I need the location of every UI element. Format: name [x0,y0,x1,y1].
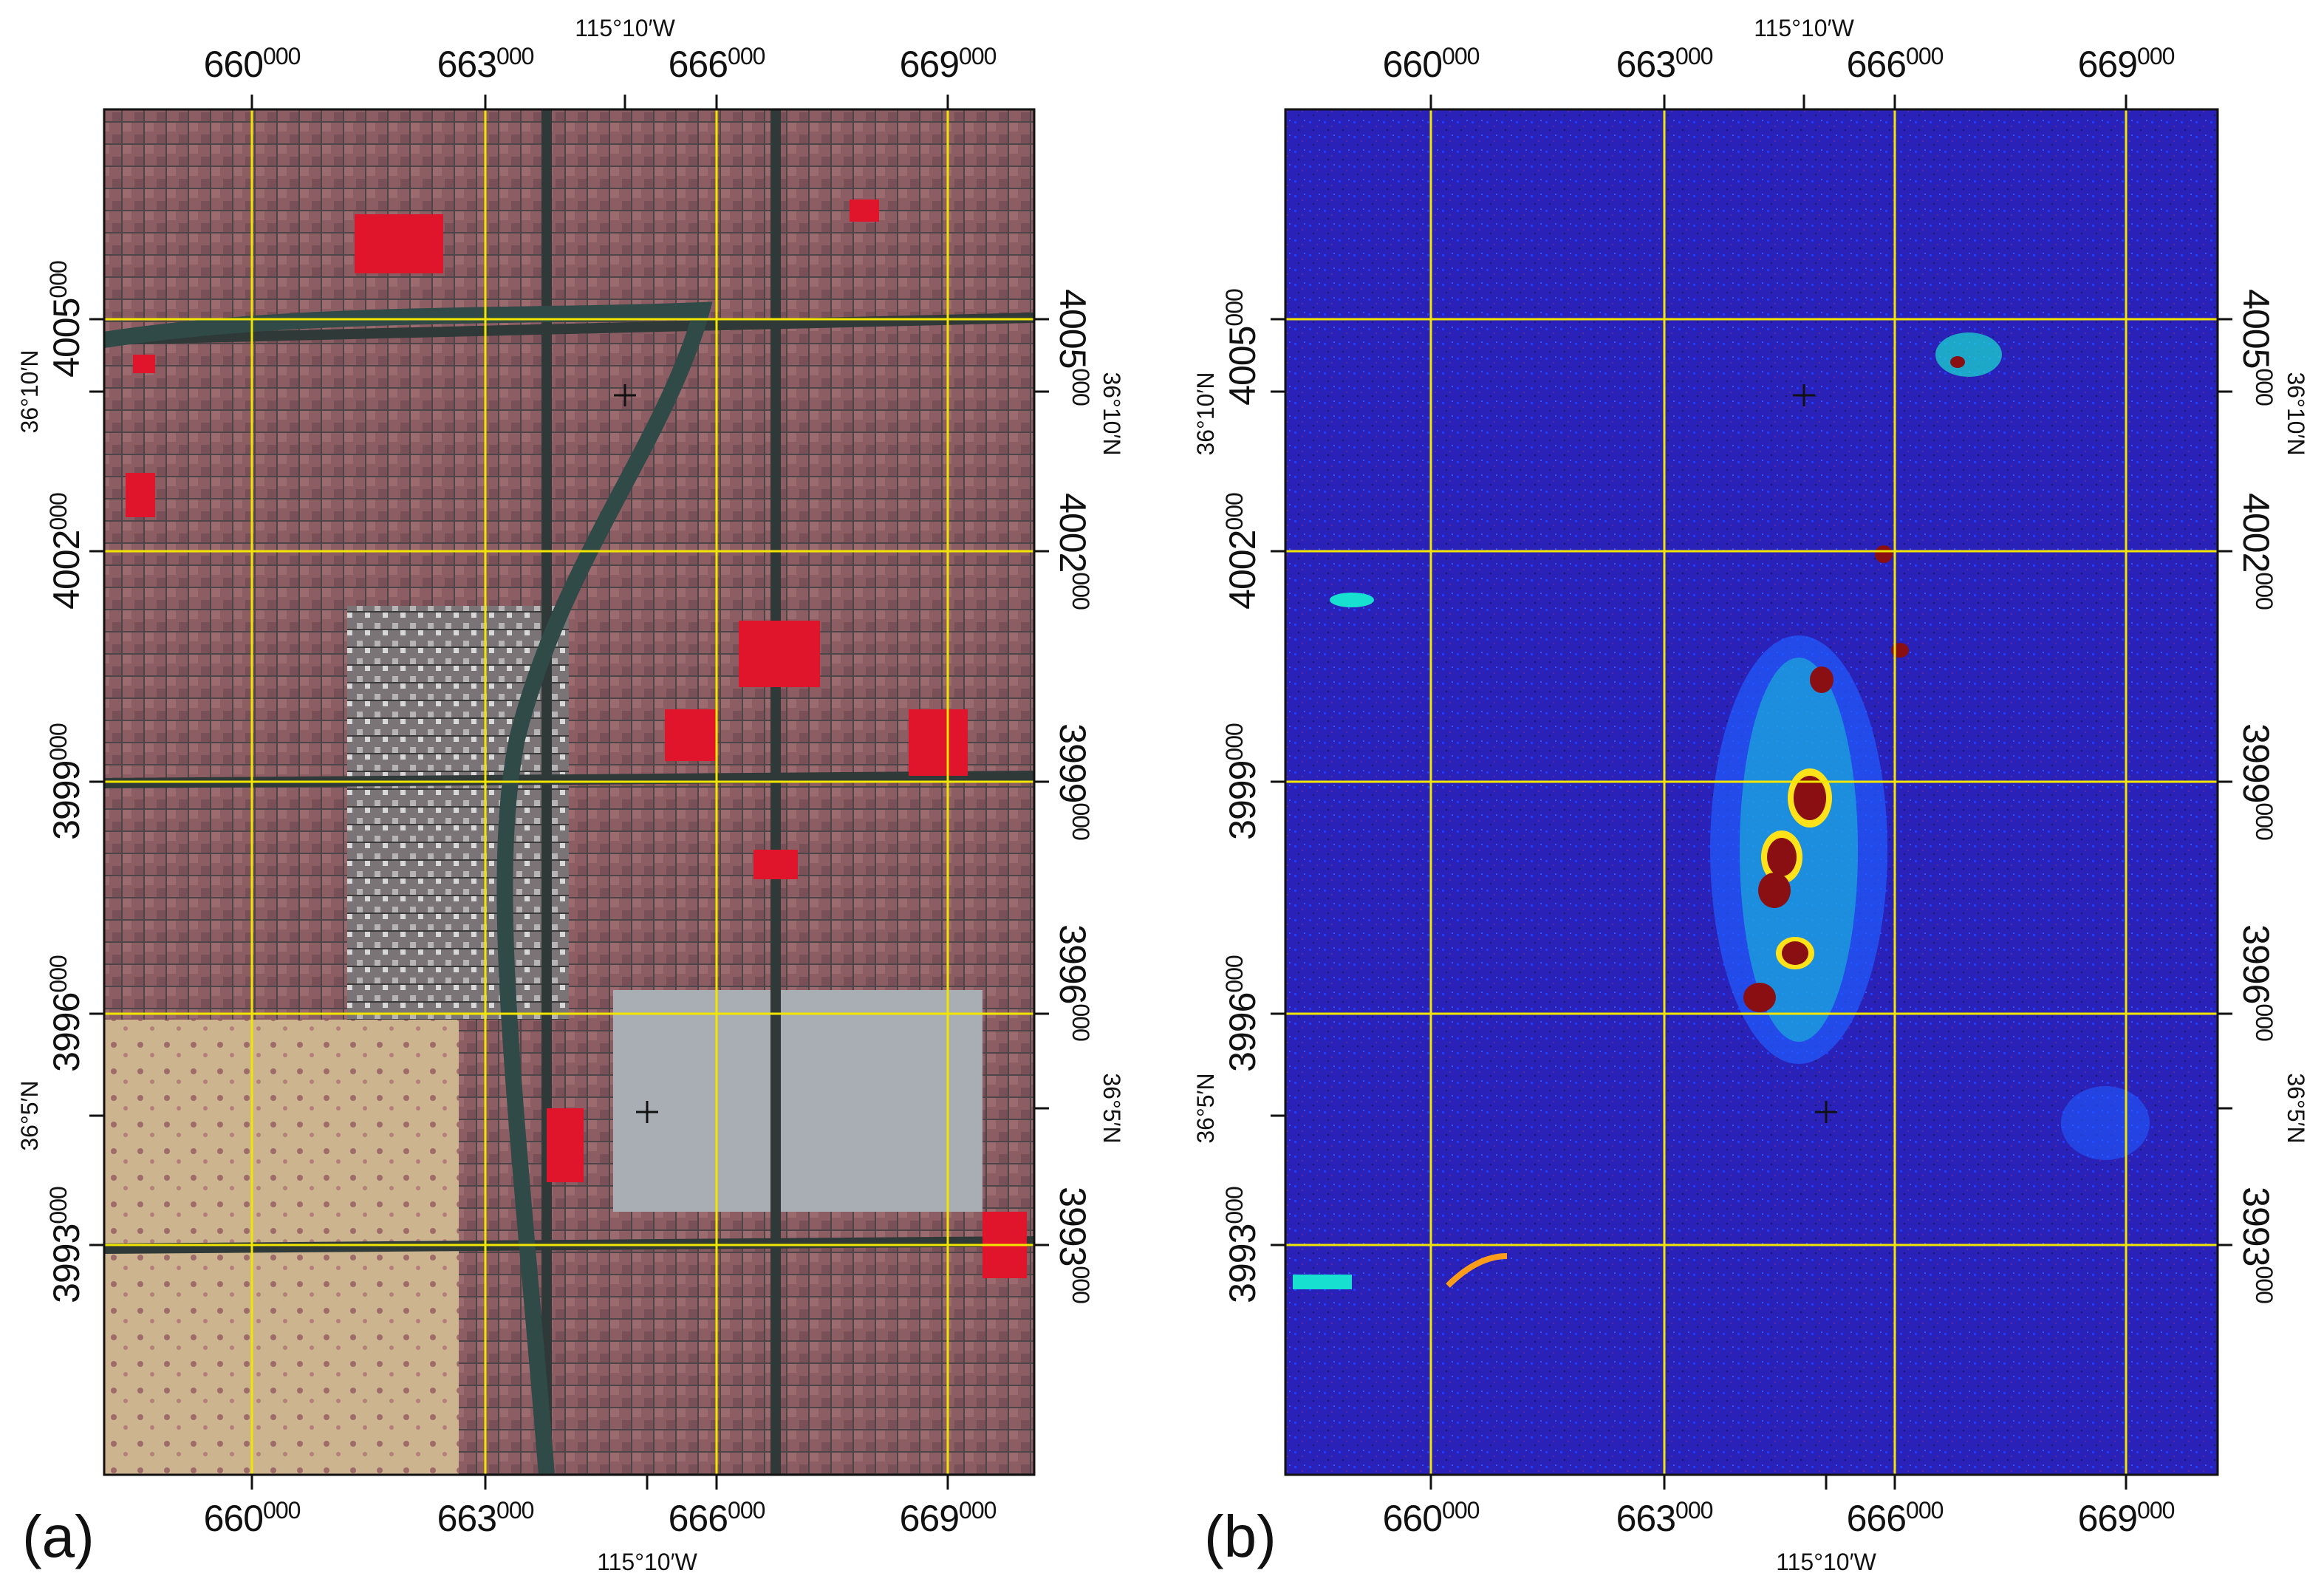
panel-b-right-northing-5: 3993000 [2235,1187,2277,1303]
panel-b-left-northing-3: 3999000 [1221,723,1263,840]
panel-a-svg [89,95,1049,1490]
panel-a-right-latitude-2: 36°5′N [1098,1073,1125,1144]
panel-a-right-northing-1: 4005000 [1052,289,1094,406]
highway [103,301,713,1476]
panel-a-left-latitude-1: 36°10′N [16,349,43,434]
panel-b-top-easting-1: 660000 [1382,43,1480,85]
panel-a-left-northing-5: 3993000 [45,1187,87,1303]
panel-a-label: (a) [22,1504,95,1569]
panel-a-top-easting-1: 660000 [203,43,301,85]
panel-b-left-latitude-1: 36°10′N [1192,372,1219,456]
panel-a-right-northing-2: 4002000 [1052,493,1094,610]
panel-b-top-easting-2: 663000 [1616,43,1714,85]
panel-a-left-northing-2: 4002000 [45,493,87,610]
panel-a-bottom-easting-4: 669000 [899,1497,997,1539]
panel-a-left-latitude-2: 36°5′N [16,1080,43,1151]
panel-b-left-northing-2: 4002000 [1221,493,1263,610]
panel-b-right-latitude-1: 36°10′N [2283,372,2309,456]
panel-b-label: (b) [1204,1504,1277,1569]
panel-b-crosses [1793,384,1837,1123]
panel-a-right-northing-4: 3996000 [1052,924,1094,1041]
panel-b-left-northing-4: 3996000 [1221,955,1263,1072]
panel-a-bottom-easting-3: 666000 [668,1497,766,1539]
panel-a-bottom-longitude: 115°10′W [597,1549,697,1575]
panel-a-top-easting-4: 669000 [899,43,997,85]
panel-a-left-northing-4: 3996000 [45,955,87,1072]
panel-a-ticks [89,95,1049,1490]
panel-a-image [103,109,1035,1476]
panel-b-bottom-easting-2: 663000 [1616,1497,1714,1539]
panel-a-crosses [614,384,658,1123]
panel-a-bottom-easting-1: 660000 [203,1497,301,1539]
panel-b-top-easting-3: 666000 [1846,43,1944,85]
panel-b-right-northing-2: 4002000 [2235,493,2277,610]
panel-a-grid [104,109,1034,1475]
panel-b-image [1285,109,2218,1475]
panel-a-right-northing-5: 3993000 [1052,1187,1094,1303]
airport-area [613,990,982,1212]
panel-a-top-easting-2: 663000 [437,43,535,85]
panel-a-left-northing-1: 4005000 [45,261,87,378]
panel-b-border [1284,108,2219,1476]
panel-a-right-latitude-1: 36°10′N [1098,372,1125,456]
panel-b-grid [1285,109,2218,1475]
panel-b-left-northing-5: 3993000 [1221,1187,1263,1303]
panel-b-bottom-easting-4: 669000 [2077,1497,2176,1539]
panel-a-top-easting-3: 666000 [668,43,766,85]
panel-b-right-northing-4: 3996000 [2235,924,2277,1041]
panel-b: 660000 663000 666000 669000 115°10′W 660… [1160,0,2324,1593]
panel-b-bottom-easting-3: 666000 [1846,1497,1944,1539]
panel-a-bottom-easting-2: 663000 [437,1497,535,1539]
panel-b-right-northing-1: 4005000 [2235,289,2277,406]
panel-b-bottom-longitude: 115°10′W [1776,1549,1876,1575]
index-hotspots [1293,332,2150,1289]
panel-b-ticks [1271,95,2232,1490]
panel-a-top-longitude: 115°10′W [575,15,675,41]
panel-a-left-northing-3: 3999000 [45,723,87,840]
panel-b-right-northing-3: 3999000 [2235,723,2277,840]
panel-b-top-longitude: 115°10′W [1754,15,1854,41]
panel-b-top-easting-4: 669000 [2077,43,2176,85]
panel-a-border [103,108,1036,1476]
panel-a: 660000 663000 666000 669000 115°10′W 660… [0,0,1125,1593]
panel-b-left-latitude-2: 36°5′N [1192,1073,1219,1144]
panel-b-right-latitude-2: 36°5′N [2283,1073,2309,1144]
panel-b-bottom-easting-1: 660000 [1382,1497,1480,1539]
panel-b-left-northing-1: 4005000 [1221,289,1263,406]
panel-a-right-northing-3: 3999000 [1052,723,1094,840]
panel-b-svg [1271,95,2232,1490]
